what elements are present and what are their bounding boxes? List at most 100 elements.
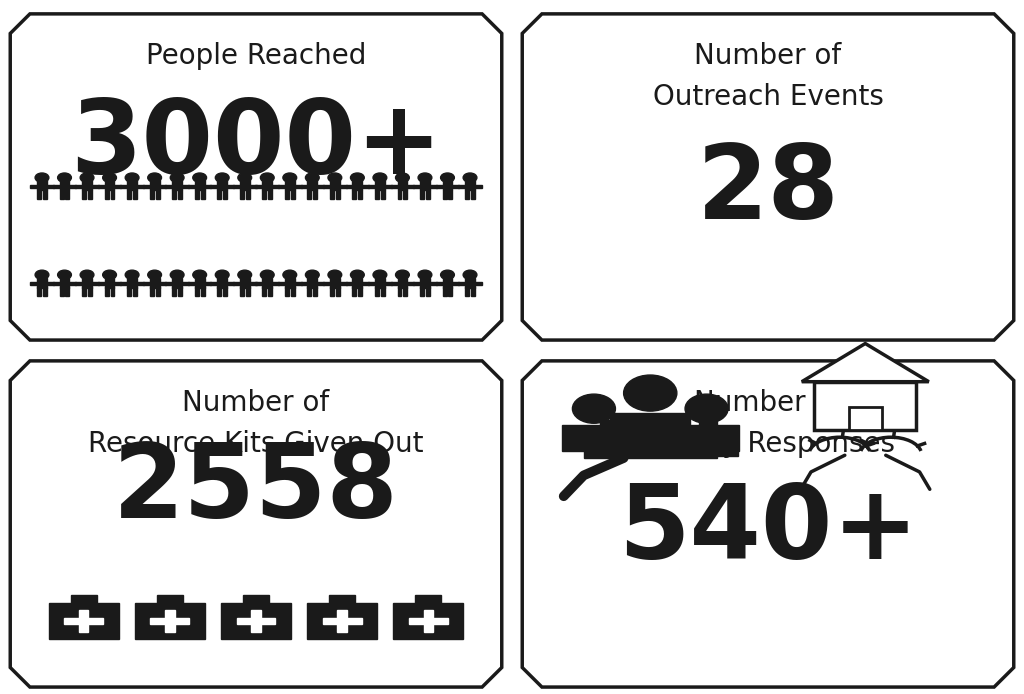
Bar <box>82 287 86 296</box>
Bar <box>75 282 82 285</box>
Bar <box>120 185 127 187</box>
Bar <box>442 278 453 287</box>
Bar <box>465 190 469 198</box>
Bar <box>97 282 104 285</box>
Bar <box>115 282 122 285</box>
Circle shape <box>350 173 365 183</box>
Bar <box>397 287 401 296</box>
Bar <box>475 185 482 187</box>
Bar <box>675 425 739 451</box>
Bar <box>471 190 475 198</box>
Bar <box>255 185 262 187</box>
Bar <box>158 595 182 603</box>
Bar <box>323 282 330 285</box>
Bar <box>584 436 717 458</box>
Bar <box>172 190 176 198</box>
Bar <box>240 190 244 198</box>
Bar <box>156 287 160 296</box>
Bar <box>633 421 650 436</box>
Bar <box>814 382 916 430</box>
Bar <box>59 190 63 198</box>
Bar <box>217 180 227 190</box>
Circle shape <box>125 270 139 280</box>
Bar <box>30 282 37 285</box>
Bar <box>120 282 127 285</box>
Bar <box>92 185 99 187</box>
Bar <box>165 185 172 187</box>
Circle shape <box>147 173 162 183</box>
Bar <box>323 185 330 187</box>
Bar <box>232 282 240 285</box>
Bar <box>403 287 408 296</box>
Circle shape <box>463 270 477 280</box>
Circle shape <box>350 270 365 280</box>
Text: Number of
Resource Kits Given Out: Number of Resource Kits Given Out <box>88 389 424 458</box>
Circle shape <box>685 394 728 423</box>
Bar <box>442 287 446 296</box>
Circle shape <box>440 270 455 280</box>
Bar <box>362 282 370 285</box>
Bar <box>195 287 199 296</box>
Bar <box>195 180 205 190</box>
Bar <box>430 282 437 285</box>
Bar <box>561 425 626 451</box>
Bar <box>285 287 289 296</box>
Bar <box>237 618 275 624</box>
Bar <box>717 443 738 456</box>
Bar <box>150 190 154 198</box>
Bar <box>336 287 340 296</box>
Bar <box>59 278 70 287</box>
Bar <box>133 287 137 296</box>
Bar <box>72 595 96 603</box>
Bar <box>262 190 266 198</box>
Text: Number of
Outreach Events: Number of Outreach Events <box>652 42 884 111</box>
Bar <box>250 282 257 285</box>
Bar <box>420 287 424 296</box>
Bar <box>317 185 325 187</box>
Circle shape <box>57 173 72 183</box>
Text: Number of
Survey Responses: Number of Survey Responses <box>641 389 895 458</box>
Bar <box>166 610 174 632</box>
Bar <box>111 190 115 198</box>
Bar <box>217 278 227 287</box>
Bar <box>285 180 295 190</box>
Bar <box>453 282 460 285</box>
Circle shape <box>418 173 432 183</box>
Bar <box>340 282 347 285</box>
Bar <box>358 287 362 296</box>
Bar <box>426 287 430 296</box>
Bar <box>381 287 385 296</box>
Bar <box>390 185 397 187</box>
Bar <box>104 278 115 287</box>
Bar <box>142 282 150 285</box>
Bar <box>330 180 340 190</box>
Bar <box>115 185 122 187</box>
Bar <box>375 278 385 287</box>
Bar <box>195 190 199 198</box>
Circle shape <box>305 270 319 280</box>
Circle shape <box>238 270 252 280</box>
Bar <box>150 287 154 296</box>
Bar <box>43 190 47 198</box>
Bar <box>160 282 167 285</box>
Bar <box>150 278 160 287</box>
Bar <box>375 287 379 296</box>
Circle shape <box>215 173 229 183</box>
Bar <box>127 278 137 287</box>
Bar <box>252 610 260 632</box>
Bar <box>368 185 375 187</box>
Bar <box>262 180 272 190</box>
Bar <box>285 278 295 287</box>
Bar <box>300 282 307 285</box>
Bar <box>240 287 244 296</box>
Bar <box>201 287 205 296</box>
Bar <box>330 287 334 296</box>
Bar <box>217 190 221 198</box>
Bar <box>272 185 280 187</box>
Bar <box>82 190 86 198</box>
Bar <box>66 190 70 198</box>
Bar <box>278 282 285 285</box>
Bar <box>453 185 460 187</box>
Bar <box>420 278 430 287</box>
Polygon shape <box>10 361 502 687</box>
